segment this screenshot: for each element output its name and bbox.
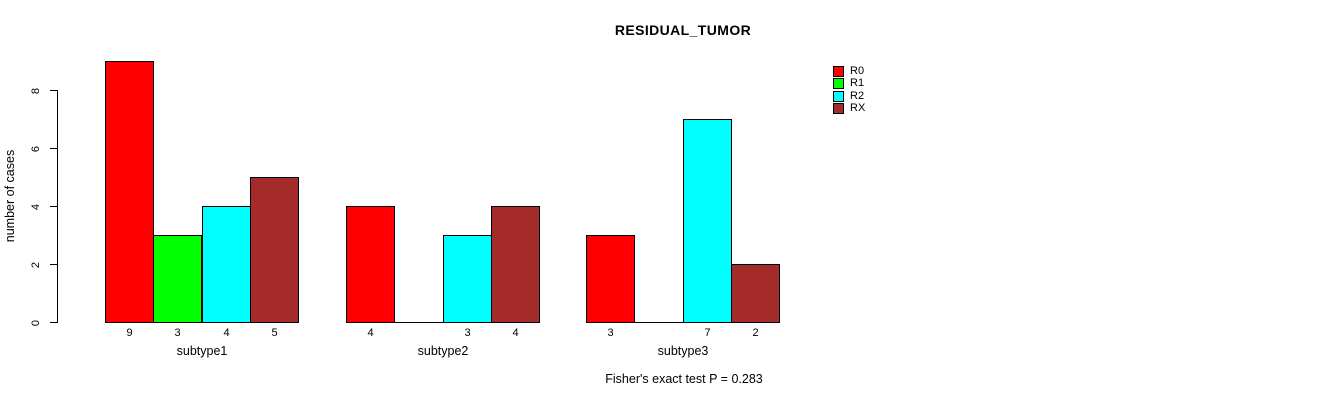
bar-subtype1-RX [250, 177, 299, 323]
y-axis-tick-label: 4 [30, 203, 42, 211]
y-axis-tick [50, 206, 57, 207]
y-axis-tick-label: 0 [30, 319, 42, 327]
y-axis-tick [50, 322, 57, 323]
legend-swatch-R2 [833, 90, 844, 102]
legend-swatch-R1 [833, 78, 844, 90]
bar-value-label: 9 [126, 327, 133, 339]
category-label-subtype2: subtype2 [417, 344, 469, 358]
bar-subtype1-R0 [105, 61, 154, 323]
legend-row-R2: R2 [833, 90, 865, 103]
chart-title: RESIDUAL_TUMOR [614, 22, 752, 38]
legend-swatch-RX [833, 103, 844, 115]
bar-subtype2-R2 [443, 235, 492, 323]
bar-value-label: 3 [464, 327, 471, 339]
legend: R0 R1 R2 RX [833, 65, 865, 115]
bar-value-label: 4 [223, 327, 230, 339]
bar-value-label: 2 [752, 327, 759, 339]
bar-subtype2-R0 [346, 206, 395, 323]
y-axis-tick [50, 264, 57, 265]
bar-subtype1-R2 [202, 206, 251, 323]
bar-subtype3-R2 [683, 119, 732, 323]
category-label-subtype3: subtype3 [657, 344, 709, 358]
bar-value-label: 5 [271, 327, 278, 339]
legend-row-RX: RX [833, 103, 865, 116]
y-axis-tick-label: 8 [30, 87, 42, 95]
bar-subtype1-R1 [153, 235, 202, 323]
bar-value-label: 3 [174, 327, 181, 339]
bar-value-label: 4 [367, 327, 374, 339]
legend-label-RX: RX [850, 102, 866, 115]
stat-note: Fisher's exact test P = 0.283 [605, 372, 763, 386]
legend-row-R0: R0 [833, 65, 865, 78]
bar-subtype3-RX [731, 264, 780, 323]
legend-label-R1: R1 [850, 77, 865, 90]
legend-label-R2: R2 [850, 89, 865, 102]
legend-label-R0: R0 [850, 64, 865, 77]
legend-row-R1: R1 [833, 78, 865, 91]
bar-value-label: 3 [607, 327, 614, 339]
bar-value-label: 4 [512, 327, 519, 339]
y-axis-tick-label: 2 [30, 261, 42, 269]
bar-subtype3-R1 [634, 322, 683, 323]
bar-subtype2-R1 [394, 322, 443, 323]
bar-subtype2-RX [491, 206, 540, 323]
y-axis-tick [50, 148, 57, 149]
y-axis-tick-label: 6 [30, 145, 42, 153]
y-axis-line [57, 90, 58, 323]
bar-value-label: 7 [704, 327, 711, 339]
legend-swatch-R0 [833, 65, 844, 77]
y-axis-tick [50, 90, 57, 91]
bar-subtype3-R0 [586, 235, 635, 323]
category-label-subtype1: subtype1 [176, 344, 228, 358]
